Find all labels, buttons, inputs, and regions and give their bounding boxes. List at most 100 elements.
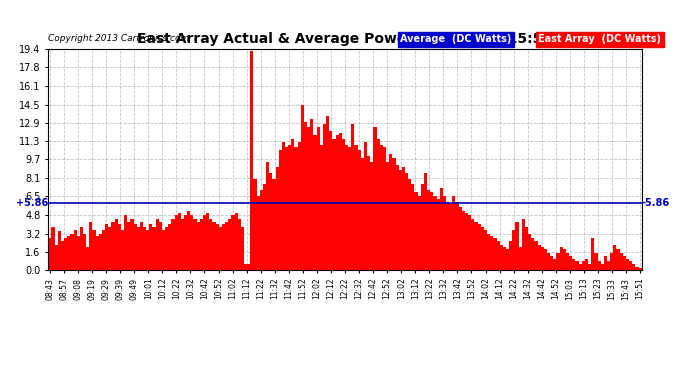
Bar bbox=[259, 190, 263, 270]
Bar bbox=[219, 226, 222, 270]
Bar bbox=[635, 267, 638, 270]
Bar bbox=[604, 256, 607, 270]
Bar bbox=[591, 238, 594, 270]
Bar bbox=[465, 213, 468, 270]
Bar bbox=[130, 219, 134, 270]
Bar bbox=[55, 245, 58, 270]
Bar bbox=[304, 122, 307, 270]
Bar bbox=[121, 230, 124, 270]
Bar bbox=[99, 234, 102, 270]
Bar bbox=[601, 264, 604, 270]
Bar bbox=[96, 236, 99, 270]
Bar bbox=[512, 230, 515, 270]
Bar bbox=[140, 222, 143, 270]
Bar bbox=[623, 256, 626, 270]
Bar bbox=[297, 142, 301, 270]
Bar bbox=[137, 226, 140, 270]
Bar bbox=[515, 222, 519, 270]
Bar bbox=[86, 247, 89, 270]
Bar bbox=[399, 170, 402, 270]
Bar bbox=[373, 128, 377, 270]
Bar bbox=[433, 196, 437, 270]
Bar bbox=[345, 144, 348, 270]
Bar bbox=[582, 261, 585, 270]
Bar bbox=[52, 226, 55, 270]
Bar bbox=[380, 144, 383, 270]
Bar bbox=[213, 222, 215, 270]
Bar bbox=[70, 234, 74, 270]
Bar bbox=[386, 162, 389, 270]
Bar bbox=[541, 247, 544, 270]
Bar bbox=[307, 128, 310, 270]
Text: +5.86: +5.86 bbox=[16, 198, 48, 208]
Bar bbox=[178, 213, 181, 270]
Bar bbox=[228, 219, 231, 270]
Bar bbox=[48, 238, 52, 270]
Bar bbox=[124, 215, 127, 270]
Bar bbox=[364, 142, 367, 270]
Text: -5.86: -5.86 bbox=[642, 198, 670, 208]
Bar bbox=[490, 236, 493, 270]
Bar bbox=[143, 226, 146, 270]
Bar bbox=[102, 230, 105, 270]
Bar bbox=[393, 158, 395, 270]
Bar bbox=[509, 242, 512, 270]
Bar bbox=[351, 124, 355, 270]
Bar bbox=[455, 202, 459, 270]
Bar bbox=[629, 261, 632, 270]
Bar bbox=[187, 211, 190, 270]
Bar bbox=[80, 226, 83, 270]
Bar bbox=[475, 222, 477, 270]
Bar bbox=[487, 234, 490, 270]
Bar bbox=[560, 247, 563, 270]
Bar bbox=[519, 247, 522, 270]
Bar bbox=[443, 196, 446, 270]
Bar bbox=[89, 222, 92, 270]
Bar bbox=[610, 253, 613, 270]
Bar bbox=[181, 219, 184, 270]
Bar bbox=[462, 211, 465, 270]
Bar bbox=[127, 222, 130, 270]
Bar bbox=[326, 116, 329, 270]
Bar bbox=[279, 150, 282, 270]
Bar bbox=[626, 259, 629, 270]
Bar bbox=[446, 202, 449, 270]
Bar bbox=[528, 234, 531, 270]
Bar bbox=[197, 222, 200, 270]
Bar bbox=[402, 167, 405, 270]
Bar bbox=[477, 224, 481, 270]
Bar bbox=[61, 242, 64, 270]
Bar bbox=[159, 222, 162, 270]
Text: Average  (DC Watts): Average (DC Watts) bbox=[400, 34, 511, 44]
Bar bbox=[424, 173, 427, 270]
Bar bbox=[556, 253, 560, 270]
Bar bbox=[215, 224, 219, 270]
Bar bbox=[449, 204, 453, 270]
Bar bbox=[579, 264, 582, 270]
Bar bbox=[222, 224, 225, 270]
Bar bbox=[500, 245, 503, 270]
Bar bbox=[405, 173, 408, 270]
Bar bbox=[105, 224, 108, 270]
Bar bbox=[266, 162, 269, 270]
Bar bbox=[506, 249, 509, 270]
Bar bbox=[175, 215, 178, 270]
Bar bbox=[301, 105, 304, 270]
Bar bbox=[295, 147, 297, 270]
Bar bbox=[572, 259, 575, 270]
Bar bbox=[594, 253, 598, 270]
Bar bbox=[522, 219, 525, 270]
Bar bbox=[244, 264, 247, 270]
Bar bbox=[367, 156, 371, 270]
Bar bbox=[235, 213, 237, 270]
Bar bbox=[111, 222, 115, 270]
Bar bbox=[538, 245, 541, 270]
Bar bbox=[348, 147, 351, 270]
Bar bbox=[237, 219, 241, 270]
Bar bbox=[193, 219, 197, 270]
Bar bbox=[493, 238, 497, 270]
Bar bbox=[58, 231, 61, 270]
Bar bbox=[273, 179, 275, 270]
Bar bbox=[484, 230, 487, 270]
Bar bbox=[269, 173, 273, 270]
